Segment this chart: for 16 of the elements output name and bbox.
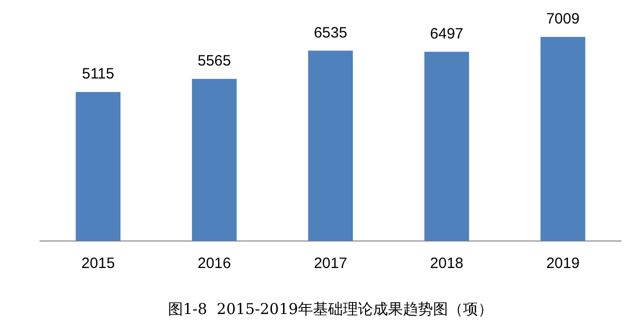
x-tick-label: 2019 [546,255,580,272]
x-tick-label: 2017 [314,255,348,272]
bar [424,52,470,241]
data-label: 7009 [546,10,580,28]
data-label: 6497 [430,25,464,42]
bar [308,50,353,241]
data-label: 5115 [82,66,114,83]
bar [540,36,586,241]
x-tick-label: 2018 [430,255,464,272]
data-label: 6535 [314,24,348,42]
bar [76,92,120,241]
x-tick-label: 2016 [198,255,231,272]
data-label: 5565 [198,52,231,70]
x-tick-label: 2015 [81,255,115,272]
text: 图1-8 2015-2019年基础理论成果趋势图（项） [168,300,494,318]
bar [192,78,237,241]
